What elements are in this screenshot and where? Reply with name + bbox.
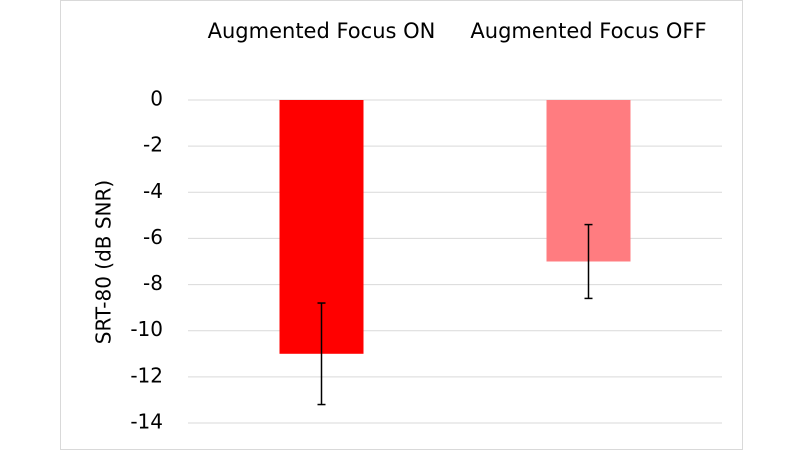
y-tick-label: -14 <box>130 410 163 434</box>
error-bar <box>317 302 326 406</box>
y-tick-label: 0 <box>150 87 163 111</box>
error-bar <box>584 223 593 300</box>
y-tick-label: -8 <box>143 271 163 295</box>
y-tick-label: -12 <box>130 363 163 387</box>
y-tick-label: -6 <box>143 225 163 249</box>
category-label: Augmented Focus ON <box>207 19 436 43</box>
y-tick-label: -10 <box>130 317 163 341</box>
y-tick-label: -4 <box>143 179 163 203</box>
y-axis-title: SRT-80 (dB SNR) <box>92 180 116 344</box>
y-tick-label: -2 <box>143 133 163 157</box>
category-label: Augmented Focus OFF <box>470 19 707 43</box>
